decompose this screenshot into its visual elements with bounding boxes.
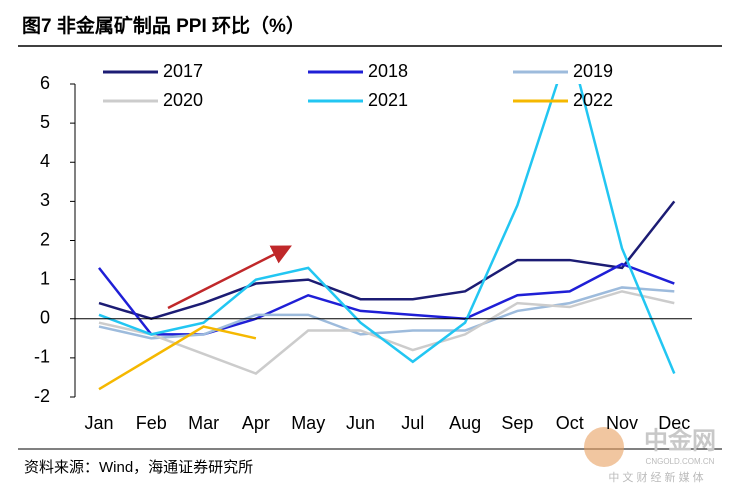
y-tick-label: -2 <box>34 386 50 406</box>
y-tick-label: 6 <box>40 73 50 93</box>
watermark-logo <box>584 427 624 467</box>
series-line <box>98 200 676 321</box>
y-tick-label: 4 <box>40 151 50 171</box>
y-tick-label: 1 <box>40 268 50 288</box>
y-tick-label: 5 <box>40 112 50 132</box>
watermark-tagline: 中 文 财 经 新 媒 体 <box>608 470 703 484</box>
series-line <box>98 286 675 340</box>
trend-arrow <box>167 245 292 310</box>
y-tick-label: 3 <box>40 190 50 210</box>
legend-label: 2017 <box>163 61 203 81</box>
x-tick-label: Apr <box>242 413 270 433</box>
legend-label: 2019 <box>573 61 613 81</box>
y-tick-label: -1 <box>34 347 50 367</box>
legend-label: 2021 <box>368 90 408 110</box>
y-tick-label: 0 <box>40 308 50 328</box>
x-tick-label: Feb <box>136 413 167 433</box>
x-tick-label: Oct <box>556 413 584 433</box>
x-tick-label: Jan <box>84 413 113 433</box>
x-tick-label: Dec <box>658 413 690 433</box>
legend-label: 2020 <box>163 90 203 110</box>
series-line <box>98 84 676 375</box>
x-tick-label: Mar <box>188 413 219 433</box>
x-tick-label: Nov <box>606 413 638 433</box>
source: 资料来源：Wind，海通证券研究所 <box>24 459 253 476</box>
y-tick-label: 2 <box>40 229 50 249</box>
watermark-sub: CNGOLD.COM.CN <box>646 457 715 466</box>
legend-label: 2022 <box>573 90 613 110</box>
series-line <box>98 290 675 375</box>
x-tick-label: May <box>291 413 325 433</box>
x-tick-label: Aug <box>449 413 481 433</box>
x-tick-label: Jun <box>346 413 375 433</box>
series-line <box>98 325 257 391</box>
plot-area <box>98 84 676 391</box>
chart-title: 图7 非金属矿制品 PPI 环比（%） <box>22 14 305 37</box>
x-tick-label: Jul <box>401 413 424 433</box>
watermark: 中金网 <box>644 426 716 454</box>
x-tick-label: Sep <box>501 413 533 433</box>
legend-label: 2018 <box>368 61 408 81</box>
